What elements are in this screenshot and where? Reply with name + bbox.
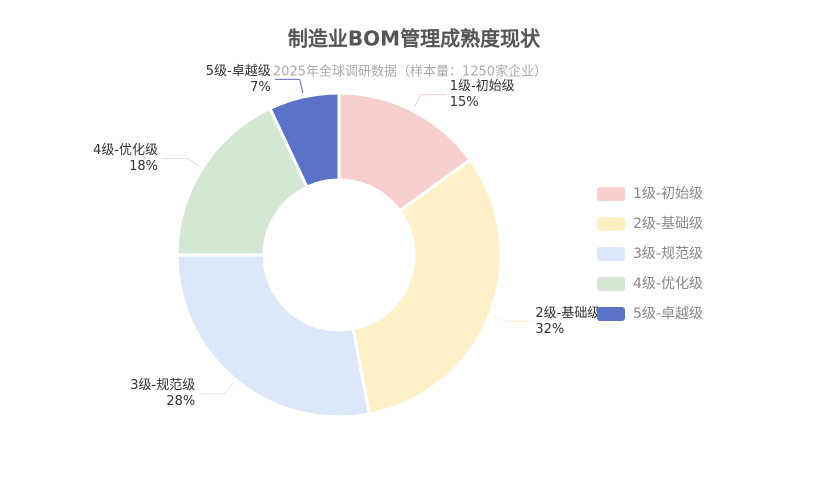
- legend-swatch: [597, 277, 625, 291]
- leader-line: [274, 78, 304, 94]
- legend-swatch: [597, 187, 625, 201]
- chart-title: 制造业BOM管理成熟度现状: [288, 27, 541, 51]
- data-label-name: 3级-规范级: [130, 378, 195, 393]
- leader-line: [199, 382, 234, 395]
- legend-label: 4级-优化级: [633, 276, 703, 292]
- data-label-value: 32%: [535, 322, 564, 337]
- data-label-value: 28%: [166, 394, 195, 409]
- leader-line: [493, 315, 532, 322]
- legend-label: 2级-基础级: [633, 215, 703, 232]
- legend-label: 5级-卓越级: [633, 306, 703, 322]
- data-label-name: 1级-初始级: [450, 79, 515, 94]
- data-label-name: 4级-优化级: [93, 143, 158, 158]
- leader-line: [413, 94, 446, 108]
- legend-swatch: [597, 247, 625, 261]
- chart-subtitle: 2025年全球调研数据（样本量：1250家企业）: [273, 64, 547, 80]
- slice: [351, 158, 503, 416]
- slice: [175, 106, 309, 257]
- data-label-value: 18%: [129, 159, 158, 174]
- legend-label: 3级-规范级: [633, 245, 703, 262]
- data-label-value: 15%: [450, 95, 479, 110]
- legend-swatch: [597, 307, 625, 321]
- data-label-name: 5级-卓越级: [206, 64, 271, 79]
- slice: [337, 91, 472, 213]
- slice: [268, 91, 341, 189]
- legend-label: 1级-初始级: [633, 185, 703, 202]
- legend-swatch: [597, 217, 625, 231]
- slice: [175, 253, 371, 419]
- data-label-name: 2级-基础级: [535, 306, 600, 321]
- data-label-value: 7%: [250, 80, 271, 95]
- leader-line: [162, 158, 200, 167]
